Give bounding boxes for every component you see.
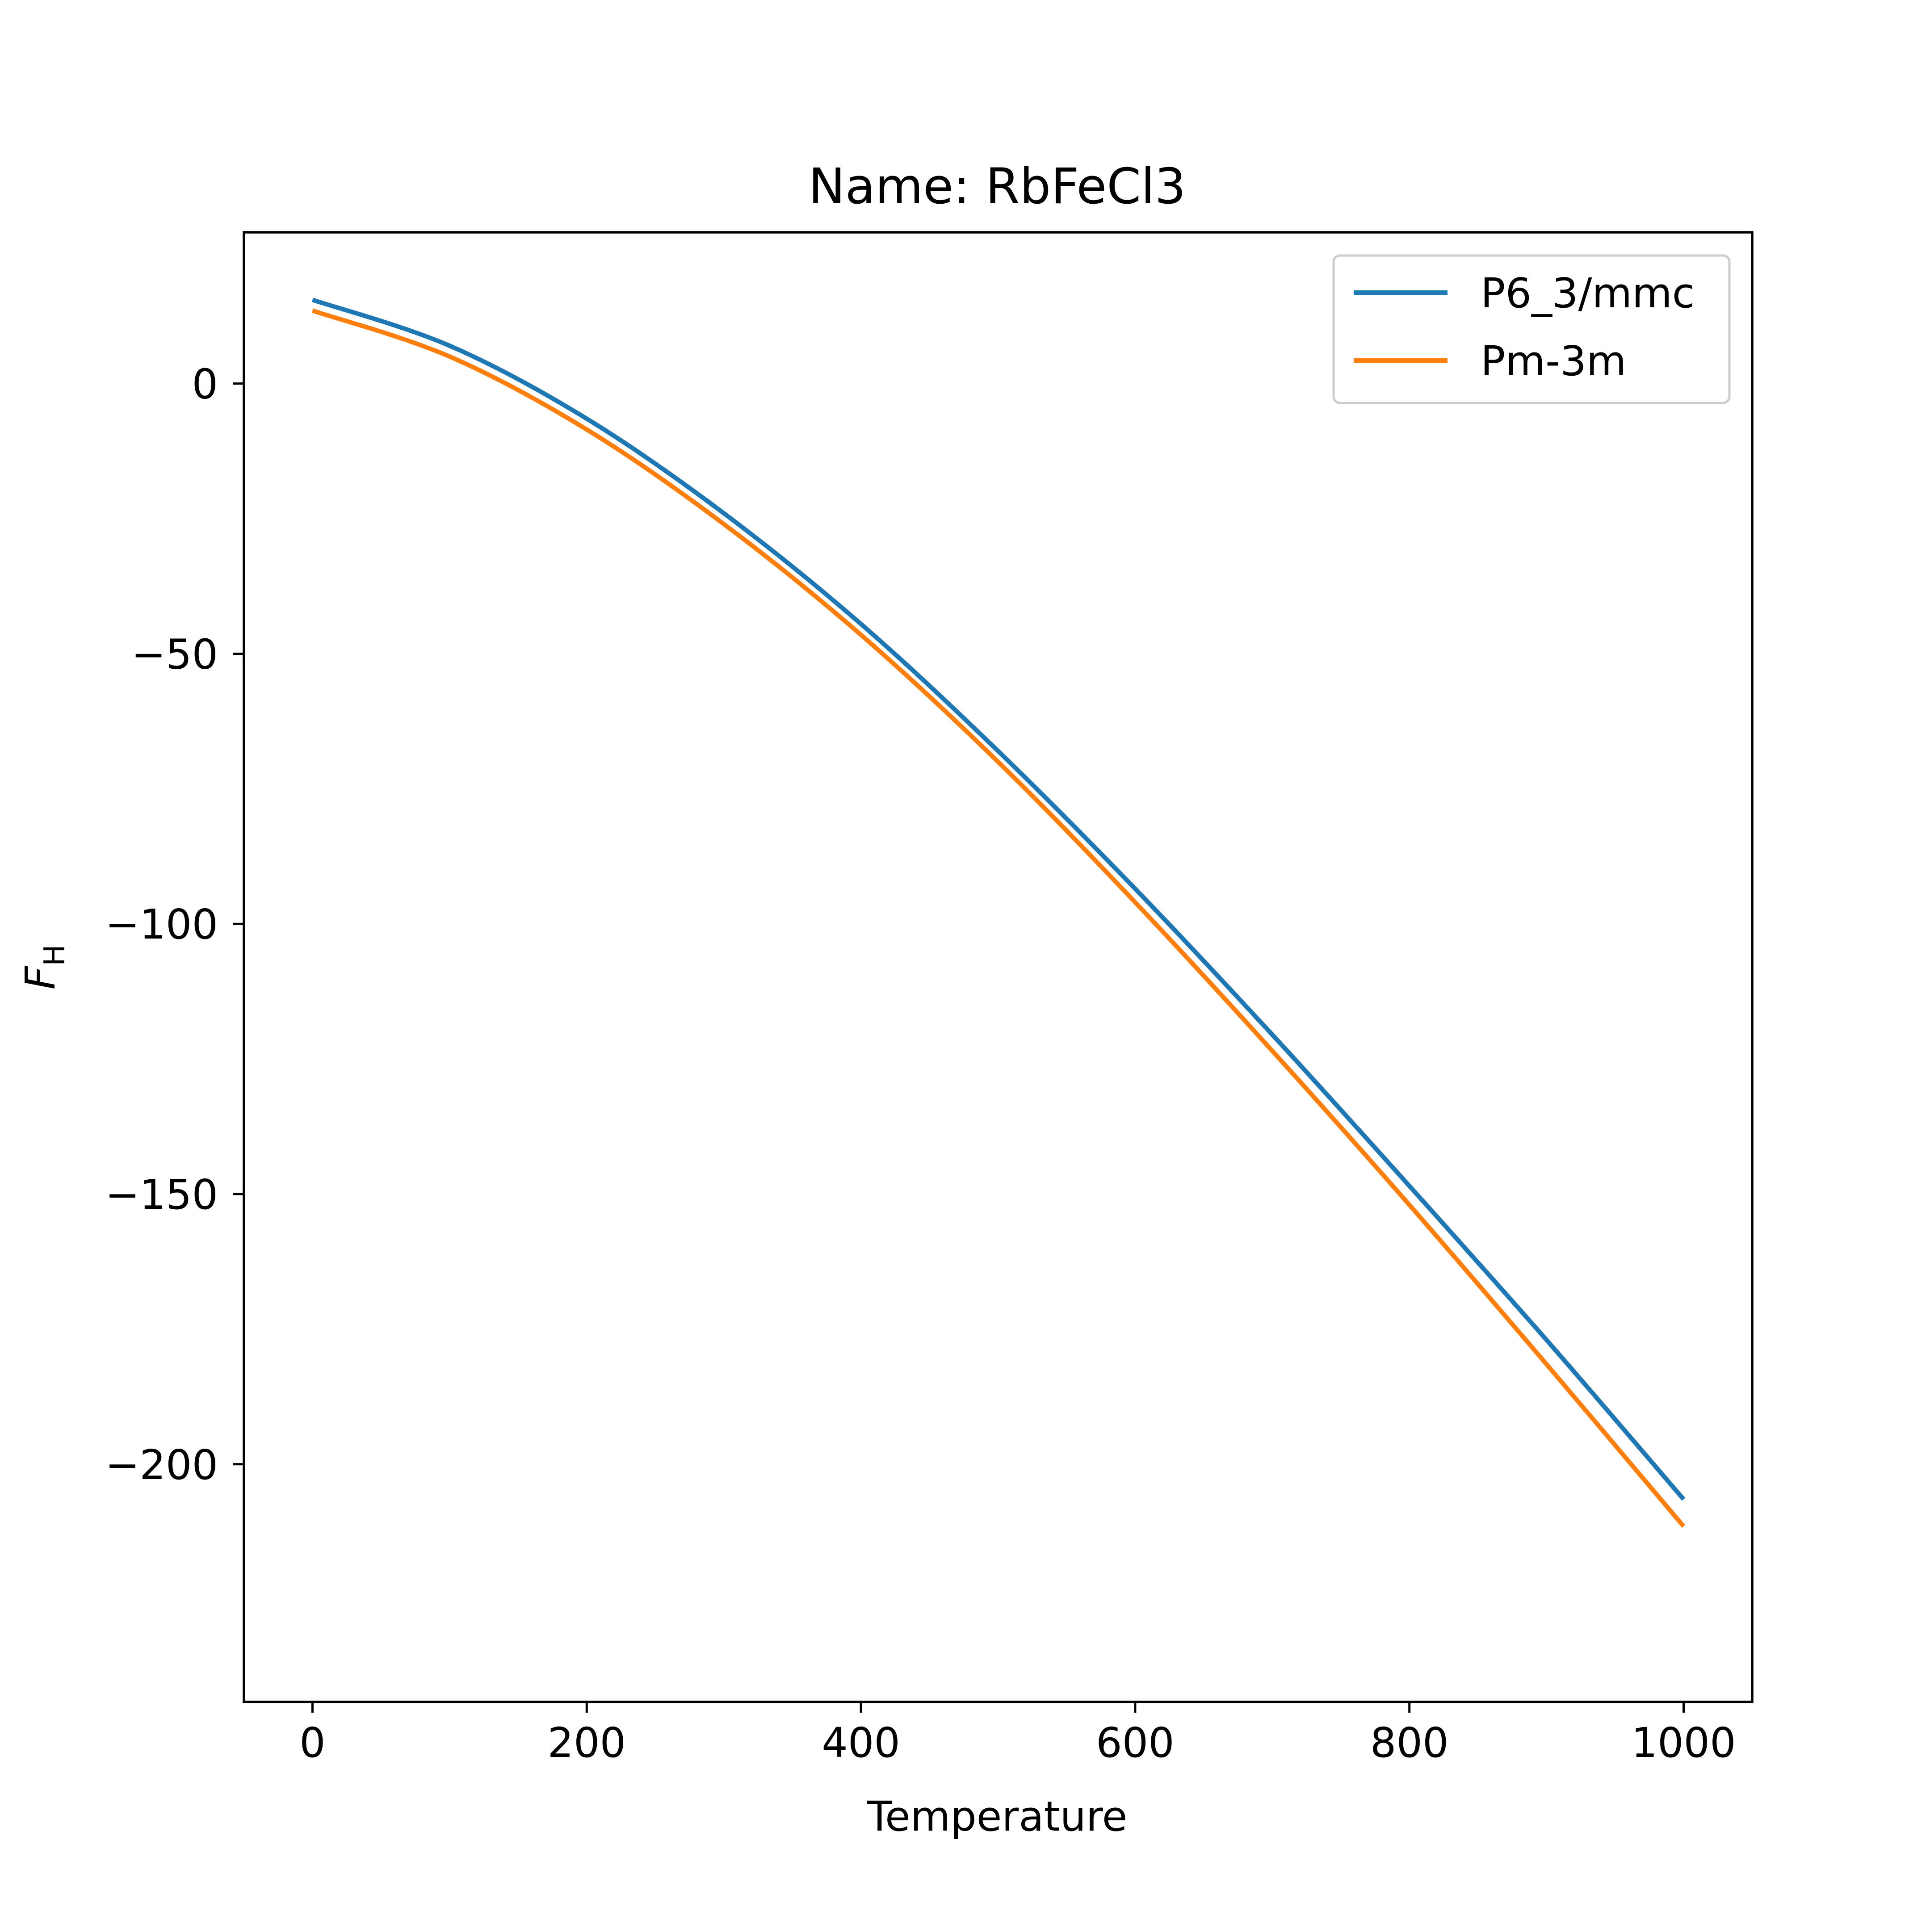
y-axis-label-main: F [17, 966, 64, 990]
axes-frame [243, 231, 1754, 1703]
y-tick-label: −150 [105, 1171, 218, 1219]
series-layer [311, 298, 1686, 1528]
y-axis-label-subscript: H [38, 944, 71, 966]
legend: P6_3/mmc Pm-3m [1332, 254, 1731, 404]
y-axis-label: FH [17, 944, 71, 989]
legend-label-2: Pm-3m [1481, 337, 1626, 385]
series-line-1 [311, 298, 1686, 1501]
series-line-2 [311, 308, 1686, 1528]
x-tick-label: 1000 [1631, 1719, 1736, 1767]
x-tick-label: 0 [299, 1719, 326, 1767]
plot-area [243, 231, 1754, 1703]
y-axis-label-group: FH [17, 944, 71, 989]
x-axis: 0 200 400 600 800 1000 [299, 1702, 1736, 1767]
x-tick-label: 400 [822, 1719, 900, 1767]
y-tick-label: 0 [192, 360, 218, 408]
y-tick-label: −200 [105, 1441, 218, 1489]
y-tick-label: −100 [105, 901, 218, 948]
legend-label-1: P6_3/mmc [1481, 269, 1695, 317]
y-tick-label: −50 [131, 630, 218, 678]
x-tick-label: 800 [1370, 1719, 1449, 1767]
x-axis-label: Temperature [867, 1793, 1128, 1840]
x-tick-label: 600 [1096, 1719, 1175, 1767]
chart-title: Name: RbFeCl3 [808, 158, 1186, 215]
x-tick-label: 200 [547, 1719, 626, 1767]
y-axis: 0 −50 −100 −150 −200 [105, 360, 244, 1489]
